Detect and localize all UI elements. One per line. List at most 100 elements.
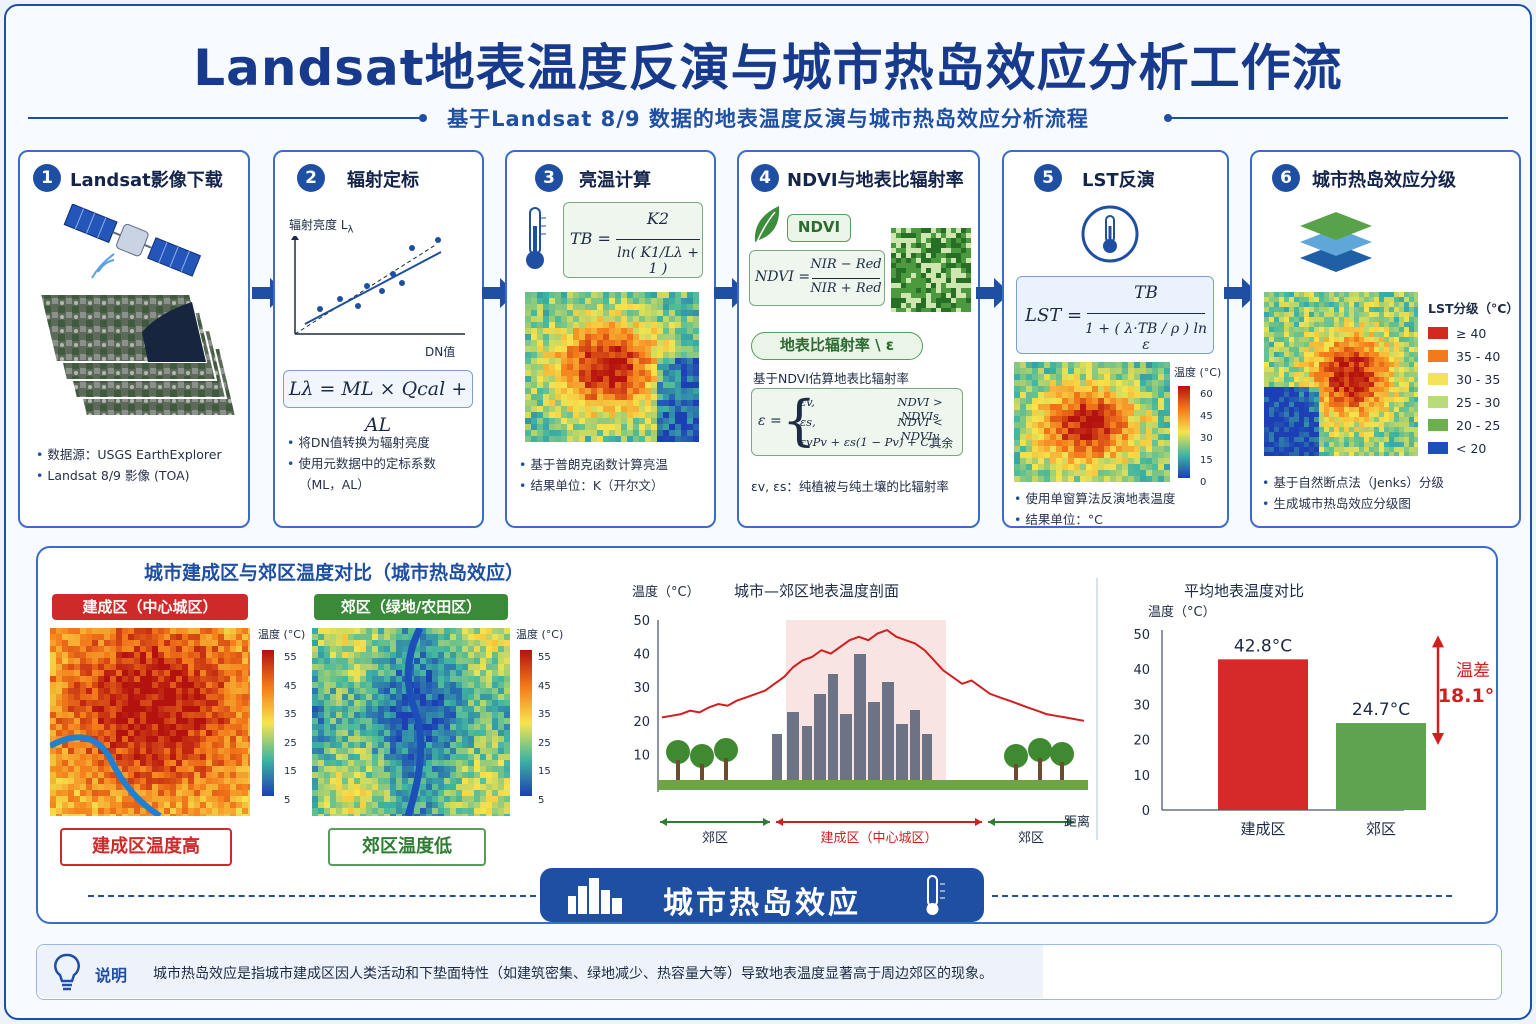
heat-cell (50, 706, 57, 713)
heat-cell (384, 706, 391, 713)
heat-cell (1128, 410, 1135, 417)
ndvi-cell (901, 243, 907, 249)
class-cell (1359, 307, 1365, 313)
heat-cell (1146, 452, 1153, 459)
heat-cell (62, 682, 69, 689)
class-cell (1329, 402, 1335, 408)
heat-cell (591, 382, 598, 389)
heat-cell (408, 628, 415, 635)
heat-cell (236, 742, 243, 749)
building (802, 726, 812, 782)
heat-cell (456, 796, 463, 803)
heat-cell (236, 670, 243, 677)
class-cell (1359, 387, 1365, 393)
heat-cell (402, 640, 409, 647)
heat-cell (531, 370, 538, 377)
heat-cell (531, 334, 538, 341)
class-cell (1394, 372, 1400, 378)
class-cell (1349, 357, 1355, 363)
class-cell (1344, 377, 1350, 383)
class-cell (1409, 447, 1415, 453)
class-cell (1404, 352, 1410, 358)
heat-cell (230, 790, 237, 797)
heat-cell (230, 784, 237, 791)
ndvi-cell (916, 248, 922, 254)
class-cell (1394, 387, 1400, 393)
heat-cell (504, 718, 510, 725)
class-cell (1354, 297, 1360, 303)
heat-cell (1026, 380, 1033, 387)
heat-cell (360, 640, 367, 647)
heat-cell (74, 682, 81, 689)
heat-cell (206, 634, 213, 641)
ndvi-cell (921, 258, 927, 264)
class-cell (1294, 437, 1300, 443)
heat-cell (1038, 368, 1045, 375)
heat-cell (537, 328, 544, 335)
class-cell (1324, 392, 1330, 398)
heat-cell (212, 724, 219, 731)
building (910, 710, 920, 782)
class-cell (1289, 367, 1295, 373)
heat-cell (230, 688, 237, 695)
heat-cell (555, 388, 562, 395)
note-text: 城市热岛效应是指城市建成区因人类活动和下垫面特性（如建筑密集、绿地减少、热容量大… (153, 966, 993, 982)
heat-cell (1062, 464, 1069, 471)
heat-cell (194, 706, 201, 713)
heat-cell (492, 706, 499, 713)
rural-colorbar (520, 650, 532, 796)
heat-cell (86, 778, 93, 785)
heat-cell (651, 346, 658, 353)
heat-cell (366, 628, 373, 635)
class-legend-item: < 20 (1428, 437, 1500, 460)
class-cell (1379, 417, 1385, 423)
heat-cell (230, 814, 237, 816)
heat-cell (318, 760, 325, 767)
ndvi-cell (901, 253, 907, 259)
building (828, 674, 838, 782)
heat-cell (444, 748, 451, 755)
heat-cell (318, 712, 325, 719)
heat-cell (1128, 464, 1135, 471)
heat-cell (651, 430, 658, 437)
heat-cell (324, 724, 331, 731)
heat-cell (402, 634, 409, 641)
ndvi-cell (966, 293, 971, 299)
heat-cell (1092, 464, 1099, 471)
heat-cell (372, 736, 379, 743)
heat-cell (450, 652, 457, 659)
building (868, 702, 880, 782)
heat-cell (1128, 392, 1135, 399)
heat-cell (1032, 458, 1039, 465)
heat-cell (474, 760, 481, 767)
heat-cell (474, 634, 481, 641)
heat-cell (561, 322, 568, 329)
heat-cell (1026, 422, 1033, 429)
heat-cell (122, 772, 129, 779)
heat-cell (318, 730, 325, 737)
heat-cell (248, 724, 250, 731)
heat-cell (170, 754, 177, 761)
heat-cell (188, 790, 195, 797)
ndvi-cell (926, 268, 932, 274)
class-cell (1339, 307, 1345, 313)
heat-cell (456, 748, 463, 755)
heat-cell (110, 796, 117, 803)
ndvi-cell (941, 228, 947, 234)
heat-cell (206, 742, 213, 749)
heat-cell (450, 808, 457, 815)
class-cell (1329, 392, 1335, 398)
class-cell (1369, 307, 1375, 313)
heat-cell (597, 388, 604, 395)
heat-cell (663, 322, 670, 329)
heat-cell (537, 412, 544, 419)
heat-cell (1044, 428, 1051, 435)
heat-cell (537, 346, 544, 353)
heat-cell (1068, 404, 1075, 411)
heat-cell (486, 766, 493, 773)
heat-cell (1104, 362, 1111, 369)
class-cell (1374, 317, 1380, 323)
heat-cell (591, 376, 598, 383)
class-cell (1414, 442, 1418, 448)
heat-cell (230, 730, 237, 737)
